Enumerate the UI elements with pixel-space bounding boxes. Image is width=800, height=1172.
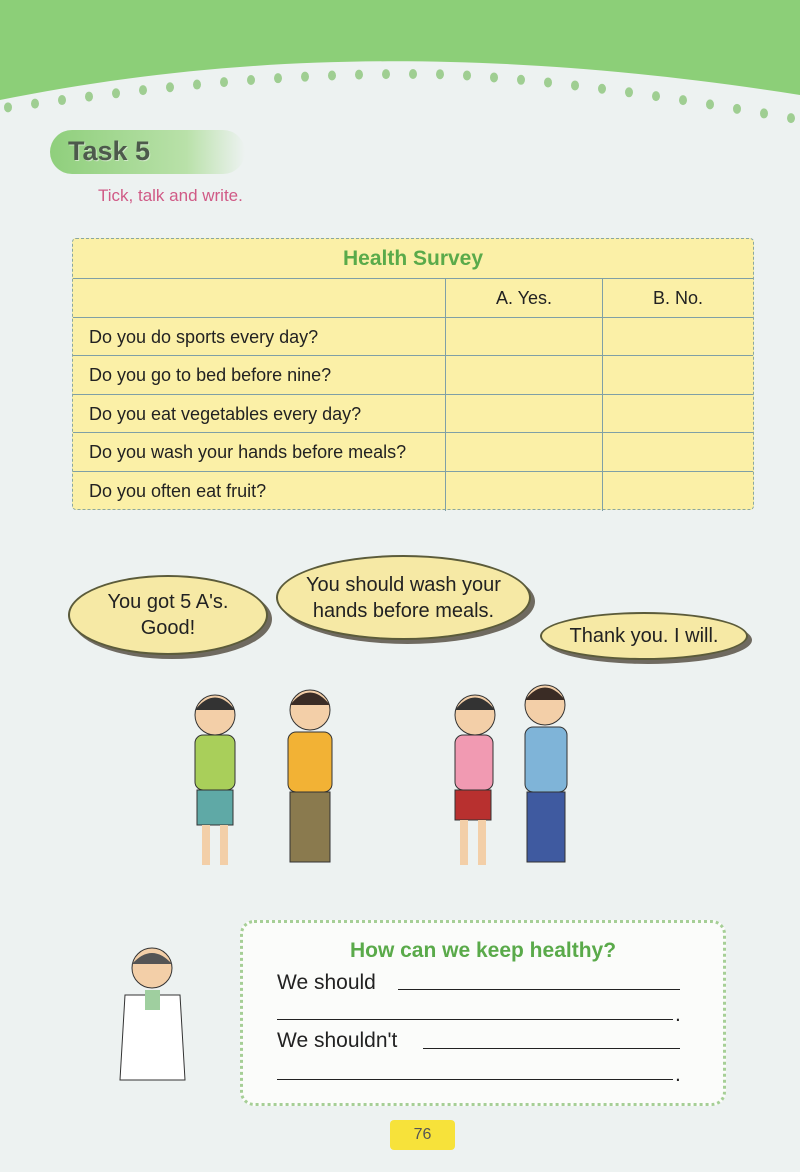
column-header-no: B. No. [652,288,704,308]
task-label: Task 5 [68,136,151,166]
question: Do you go to bed before nine? [73,356,446,394]
decor-dot [787,113,795,124]
we-should-label: We should [277,971,376,994]
yes-tick-cell[interactable] [446,317,603,356]
no-tick-cell[interactable] [603,395,753,433]
no-tick-cell[interactable] [603,356,753,394]
decor-dot [760,108,768,119]
survey-row: Do you often eat fruit? [73,471,753,511]
decor-dot [193,79,201,90]
decor-dot [85,91,93,102]
decor-dot [409,69,417,80]
question: Do you do sports every day? [73,317,446,356]
decor-dot [679,95,687,106]
keep-healthy-title: How can we keep healthy? [349,939,617,962]
no-tick-cell[interactable] [603,472,753,511]
survey-title: Health Survey [73,239,753,279]
bubble-text: Good! [140,617,196,639]
decor-dot [571,80,579,91]
question: Do you eat vegetables every day? [73,394,446,433]
question: Do you wash your hands before meals? [73,433,446,471]
header-row: A. Yes. B. No. [73,279,753,318]
decor-dot [544,77,552,88]
column-header [73,279,446,317]
survey-row: Do you do sports every day? [73,317,753,357]
decor-dot [274,73,282,84]
period: . [675,1063,681,1086]
we-shouldnt-label: We shouldn't [277,1029,398,1052]
decor-dot [301,71,309,82]
yes-tick-cell[interactable] [446,471,603,511]
speech-bubble: You should wash your hands before meals. [276,555,531,640]
column-header-yes: A. Yes. [446,279,603,317]
keep-healthy-box: How can we keep healthy? We should . We … [240,920,726,1106]
decor-dot [517,74,525,85]
decor-dot [652,91,660,102]
no-tick-cell[interactable] [603,433,753,471]
period: . [675,1003,681,1026]
header-band [0,0,800,124]
answer-blank[interactable] [423,1048,680,1049]
decor-dot [31,98,39,109]
children-illustration [194,684,568,865]
yes-tick-cell[interactable] [446,394,603,433]
answer-blank[interactable] [277,1079,673,1080]
bubble-text: You got 5 A's. [107,591,229,613]
page-number: 76 [390,1120,455,1150]
decor-dot [139,85,147,96]
decor-dot [733,103,741,114]
decor-dot [328,70,336,81]
decor-dot [598,83,606,94]
instruction: Tick, talk and write. [98,186,243,205]
decor-dot [4,102,12,113]
survey-row: Do you go to bed before nine? [73,356,753,395]
speech-bubble: Thank you. I will. [540,612,748,660]
decor-dot [58,95,66,106]
decor-dot [625,87,633,98]
girl-figure [454,694,496,865]
bubble-text: You should wash your [306,573,501,596]
question: Do you often eat fruit? [73,471,446,511]
bubble-text: hands before meals. [312,599,495,622]
survey-row: Do you wash your hands before meals? [73,433,753,472]
decor-dot [112,88,120,99]
decor-dot [247,75,255,86]
no-tick-cell[interactable] [603,318,753,356]
health-survey-table: Health Survey A. Yes. B. No. Do you do s… [72,238,754,511]
decor-dot [220,77,228,88]
bubble-text: Thank you. I will. [569,625,719,647]
decor-dot [706,99,714,110]
decor-dot [166,82,174,93]
decor-dot [355,69,363,80]
yes-tick-cell[interactable] [446,356,603,394]
task-heading: Task 5 [50,130,245,174]
decor-dot [490,72,498,83]
yes-tick-cell[interactable] [446,433,603,471]
doctor-illustration [119,947,186,1081]
answer-blank[interactable] [277,1019,673,1020]
decor-dot [436,69,444,80]
survey-row: Do you eat vegetables every day? [73,394,753,434]
decor-dot [382,69,390,80]
girl-figure [194,694,236,865]
answer-blank[interactable] [398,989,680,990]
boy-figure [524,684,568,863]
boy-figure [287,689,333,863]
speech-bubble: You got 5 A's. Good! [68,575,268,655]
decor-dot [463,70,471,81]
